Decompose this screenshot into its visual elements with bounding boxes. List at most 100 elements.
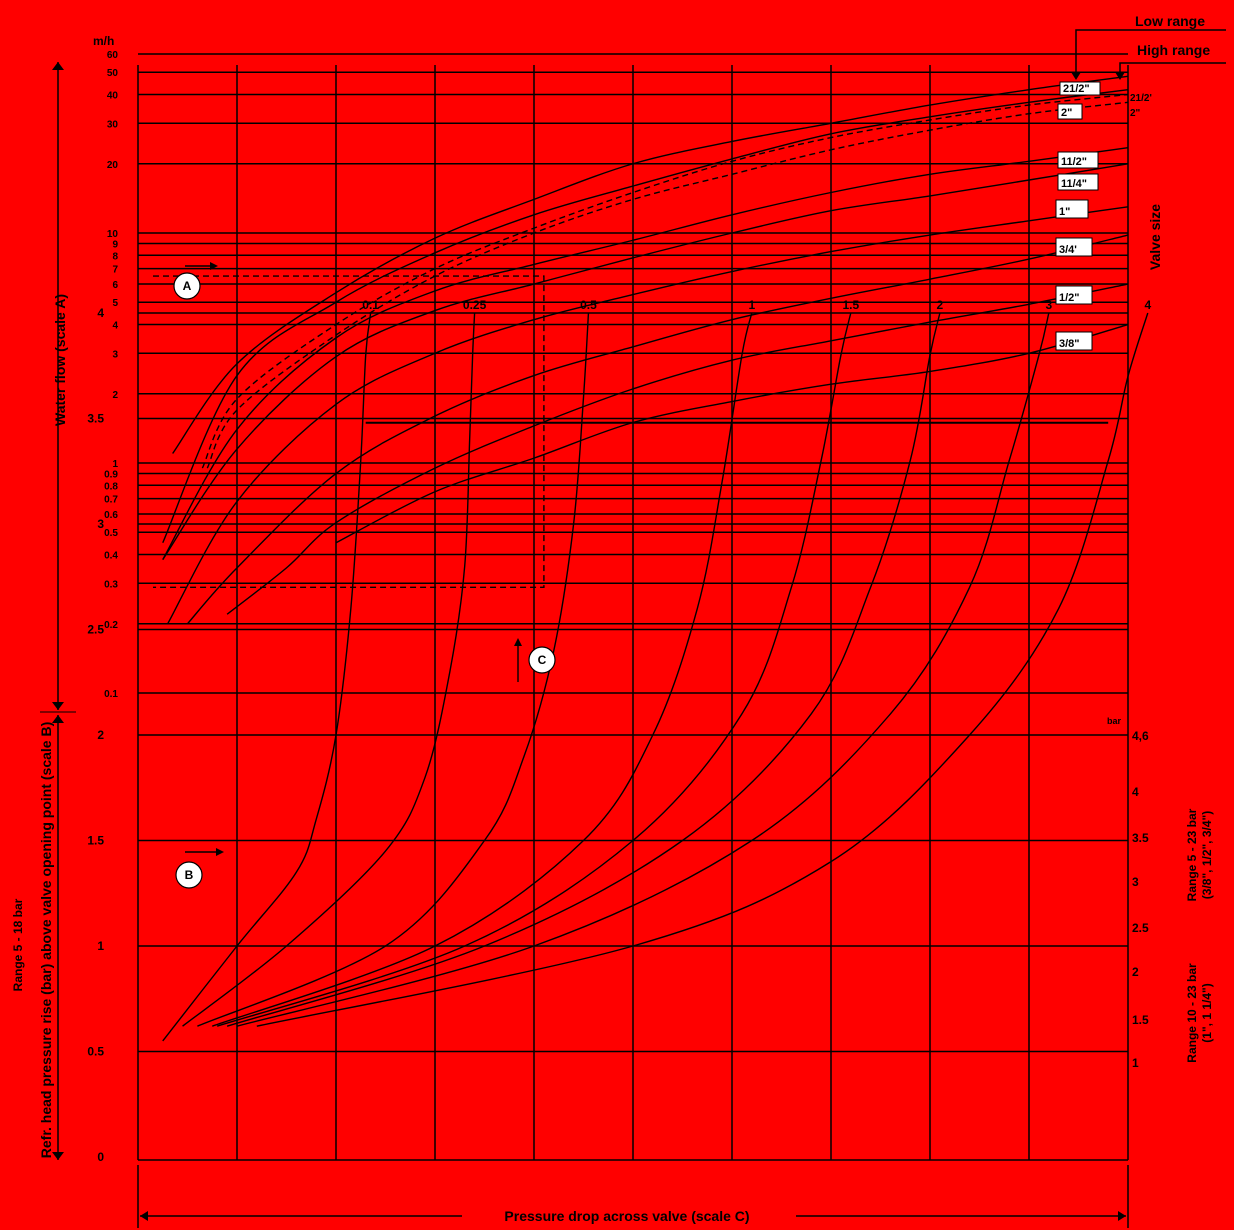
- scale-b-axis-title: Refr. head pressure rise (bar) above val…: [38, 722, 54, 1158]
- flow-curve-3: [162, 163, 1129, 561]
- pressure-curve-2: [197, 312, 590, 1027]
- valve-size-label: 3/8": [1059, 338, 1080, 350]
- water-flow-axis-title: Water flow (scale A): [52, 294, 68, 426]
- scale-b-tick-label: 2: [97, 728, 104, 742]
- valve-size-badge: [1055, 285, 1093, 305]
- low-range-pointer: [1075, 29, 1226, 78]
- scale-a-tick-label: 0.4: [104, 551, 118, 562]
- scale-b-tick-label: 3.5: [87, 412, 104, 426]
- low-range-size-label: 21/2': [1130, 93, 1152, 104]
- scale-a-tick-label: 0.7: [104, 495, 118, 506]
- valve-size-badge: [1055, 331, 1093, 351]
- right-scale-tick: 3.5: [1132, 831, 1149, 845]
- scale-b-tick-label: 2.5: [87, 623, 104, 637]
- arrow-head: [1115, 72, 1125, 80]
- scale-b-tick-label: 0: [97, 1150, 104, 1164]
- pressure-curve-1: [182, 312, 476, 1027]
- scale-a-tick-label: 50: [107, 68, 119, 79]
- marker-b-circle: [175, 861, 203, 889]
- pressure-curve-label: 2: [937, 298, 944, 312]
- valve-size-label: 2": [1061, 107, 1072, 119]
- valve-size-label: 1/2": [1059, 292, 1080, 304]
- scale-b-tick-label: 1: [97, 939, 104, 953]
- range-5-23-sizes: (3/8", 1/2", 3/4"): [1200, 811, 1214, 899]
- reading-guide-path: [153, 275, 545, 588]
- scale-b-tick-label: 4: [97, 306, 104, 320]
- marker-c-label: C: [538, 653, 547, 667]
- scale-a-tick-label: 5: [112, 298, 118, 309]
- reading-guides: A B C: [40, 29, 1226, 1228]
- grid: [137, 53, 1129, 1161]
- arrow-head: [52, 715, 64, 723]
- range-10-23-label: Range 10 - 23 bar: [1185, 963, 1199, 1063]
- scale-a-tick-label: 1: [112, 459, 118, 470]
- scale-b-tick-label: 3: [97, 517, 104, 531]
- scale-a-tick-label: 7: [112, 265, 118, 276]
- pressure-curve-4: [216, 312, 852, 1027]
- range-5-18-label: Range 5 - 18 bar: [11, 898, 25, 991]
- series-labels: 21/2" 2" 11/2" 11/4" 1" 3/4' 1/2" 3/8" 21/2' 2" 0.…: [362, 81, 1152, 351]
- valve-size-badge: [1055, 199, 1089, 219]
- right-scale-tick: 2: [1132, 965, 1139, 979]
- scale-a-tick-label: 0.9: [104, 470, 118, 481]
- valve-size-badge: [1055, 237, 1093, 257]
- scale-a-tick-label: 30: [107, 119, 119, 130]
- right-scale-tick: 4,6: [1132, 729, 1149, 743]
- flow-curve-2: [162, 146, 1129, 560]
- valve-size-badge: [1057, 151, 1099, 169]
- right-scale-tick: 2.5: [1132, 921, 1149, 935]
- flow-curve-9: [206, 101, 1129, 469]
- marker-a-circle: [173, 272, 201, 300]
- valve-size-badge: [1057, 173, 1099, 191]
- bar-unit-label: bar: [1107, 716, 1122, 726]
- arrow-head: [216, 848, 224, 856]
- scale-a-tick-label: 0.2: [104, 620, 118, 631]
- arrow-head: [1118, 1211, 1126, 1221]
- scale-a-tick-label: 4: [112, 321, 118, 332]
- scale-a-tick-label: 0.3: [104, 579, 118, 590]
- low-range-header: Low range: [1135, 13, 1205, 29]
- scale-a-tick-label: 6: [112, 280, 118, 291]
- scale-b-tick-label: 0.5: [87, 1045, 104, 1059]
- pressure-curve-0: [162, 312, 372, 1042]
- pressure-curve-7: [256, 312, 1149, 1027]
- pressure-curve-3: [212, 312, 753, 1027]
- right-scale-tick: 1.5: [1132, 1013, 1149, 1027]
- arrow-head: [140, 1211, 148, 1221]
- marker-a-label: A: [183, 279, 192, 293]
- valve-size-label: 11/2": [1061, 156, 1087, 168]
- scale-a-tick-label: 40: [107, 91, 119, 102]
- pressure-curve-5: [226, 312, 941, 1027]
- flow-curve-1: [162, 88, 1129, 544]
- scale-a-tick-label: 3: [112, 349, 118, 360]
- arrow-head: [52, 62, 64, 70]
- valve-size-label: 1": [1059, 206, 1070, 218]
- valve-size-label: 21/2": [1063, 83, 1090, 95]
- flow-curve-6: [226, 283, 1129, 615]
- scale-a-tick-label: 60: [107, 50, 119, 61]
- arrow-head: [1071, 72, 1081, 80]
- right-scale-tick: 1: [1132, 1056, 1139, 1070]
- scale-b-ticks: 0 0.5 1 1.5 2 2.5 3 3.5 4 4,6 4 3.5 3 2.5 2 1.5 1: [87, 306, 1149, 1164]
- range-10-23-sizes: (1", 1 1/4"): [1200, 983, 1214, 1042]
- valve-size-label: 11/4": [1061, 178, 1087, 190]
- valve-size-badge: [1059, 81, 1101, 96]
- scale-b-tick-label: 1.5: [87, 834, 104, 848]
- unit-label-top: m/h: [93, 34, 114, 48]
- scale-a-tick-label: 8: [112, 251, 118, 262]
- arrow-head: [52, 702, 64, 710]
- arrow-head: [514, 638, 522, 646]
- valve-size-label: 3/4': [1059, 244, 1077, 256]
- pressure-curve-label: 0.25: [463, 298, 487, 312]
- flow-curve-4: [167, 206, 1129, 625]
- scale-a-tick-label: 0.1: [104, 689, 118, 700]
- scale-a-tick-label: 9: [112, 240, 118, 251]
- scale-a-tick-label: 0.6: [104, 510, 118, 521]
- pressure-curves: [162, 312, 1149, 1042]
- flow-curve-7: [335, 323, 1129, 544]
- valve-size-badge: [1057, 103, 1083, 120]
